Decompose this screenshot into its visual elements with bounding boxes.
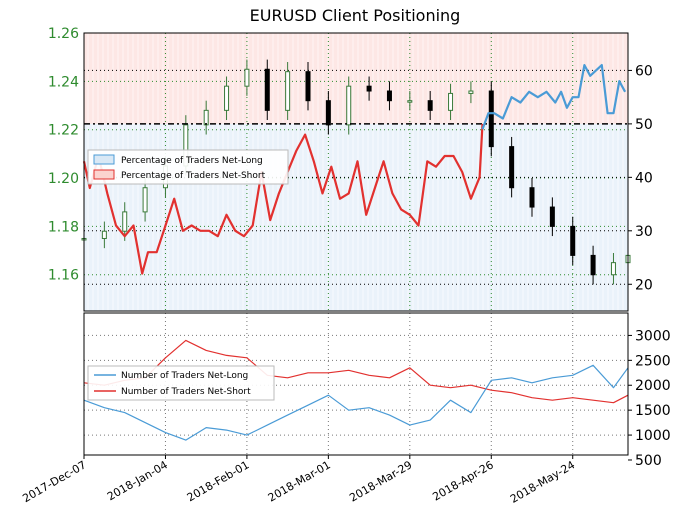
left-y-tick-label: 1.18 (48, 219, 79, 235)
right-y-tick-label: 60 (635, 63, 653, 79)
bottom-y-tick-label: 500 (635, 453, 662, 469)
chart-title: EURUSD Client Positioning (250, 6, 461, 25)
left-y-tick-label: 1.26 (48, 26, 79, 42)
left-y-tick-label: 1.22 (48, 123, 79, 139)
candle-body (203, 109, 209, 126)
right-y-tick-label: 30 (635, 224, 653, 240)
bottom-y-tick-label: 1000 (635, 428, 671, 444)
candle-body (142, 187, 148, 213)
x-tick-label: 2018-Apr-26 (430, 458, 495, 503)
x-tick-label: 2018-May-24 (508, 458, 577, 506)
candle-body (224, 85, 230, 111)
candle-body (386, 90, 392, 102)
net-short-swatch (93, 169, 115, 180)
bottom-y-tick-label: 1500 (635, 403, 671, 419)
candle-body (122, 211, 128, 232)
x-tick-label: 2018-Feb-01 (185, 458, 252, 504)
candle-body (244, 68, 250, 87)
top-panel-frame (83, 32, 629, 312)
num-net-long-legend-label: Number of Traders Net-Long (121, 371, 248, 381)
right-y-tick-label: 50 (635, 117, 653, 133)
candle-body (468, 90, 474, 94)
x-tick-label: 2017-Dec-07 (20, 458, 88, 505)
candle-body (590, 254, 596, 276)
candle-body (101, 230, 107, 239)
candle-body (305, 71, 311, 102)
net-long-swatch (93, 154, 115, 165)
candle-body (448, 92, 454, 111)
num-net-long-line (83, 364, 629, 441)
candle-body (325, 100, 331, 126)
right-y-tick-label: 20 (635, 277, 653, 293)
bottom-panel: 500 1000 1500 2000 2500 3000 2017-Dec-07 2018-J… (20, 312, 671, 506)
bottom-panel-frame (83, 312, 629, 456)
left-y-tick-label: 1.20 (48, 171, 79, 187)
right-y-tick-label: 40 (635, 170, 653, 186)
left-y-tick-label: 1.16 (48, 268, 79, 284)
candle-body (366, 85, 372, 92)
top-legend: Percentage of Traders Net-Long Percentag… (87, 149, 289, 185)
bottom-y-tick-label: 2000 (635, 378, 671, 394)
x-tick-label: 2018-Jan-04 (105, 458, 170, 503)
candle-body (346, 85, 352, 126)
net-short-legend-label: Percentage of Traders Net-Short (121, 171, 266, 181)
x-tick-label: 2018-Mar-01 (266, 458, 333, 504)
left-y-tick-label: 1.24 (48, 74, 79, 90)
candle-body (570, 225, 576, 256)
candle-body (610, 262, 616, 276)
bottom-legend-frame (87, 365, 275, 401)
num-net-short-legend-label: Number of Traders Net-Short (121, 387, 251, 397)
num-net-short-line (83, 339, 629, 404)
candle-body (264, 68, 270, 111)
net-long-percent-line (481, 63, 627, 130)
candle-body (509, 146, 515, 189)
candle-body (549, 206, 555, 227)
candle-body (529, 187, 535, 208)
net-long-legend-label: Percentage of Traders Net-Long (121, 156, 263, 166)
candle-body (488, 90, 494, 148)
bottom-y-tick-label: 2500 (635, 353, 671, 369)
bottom-y-tick-label: 3000 (635, 328, 671, 344)
candle-body (407, 100, 413, 103)
candle-body (285, 71, 291, 111)
candle-body (427, 100, 433, 111)
x-tick-label: 2018-Mar-29 (347, 458, 414, 504)
net-short-zone (84, 33, 628, 124)
bottom-legend: Number of Traders Net-Long Number of Tra… (87, 365, 275, 401)
top-legend-frame (87, 149, 289, 185)
